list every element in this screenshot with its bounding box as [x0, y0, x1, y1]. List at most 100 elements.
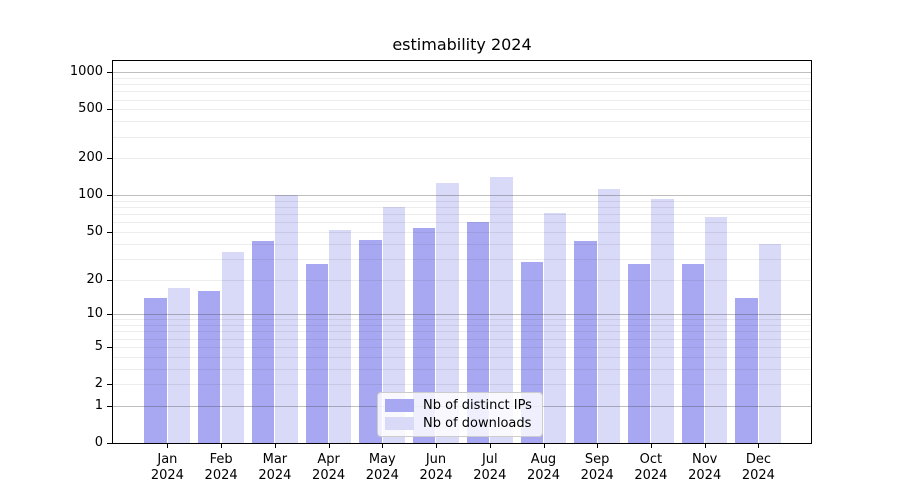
bar-downloads [490, 177, 513, 443]
bar-downloads [221, 252, 244, 443]
chart-title: estimability 2024 [392, 35, 532, 54]
x-tick-label: Oct 2024 [634, 452, 668, 483]
gridline-minor [113, 346, 811, 348]
legend-swatch-downloads [385, 416, 414, 430]
x-tick-label: Dec 2024 [741, 452, 775, 483]
y-tick-label: 200 [78, 150, 103, 166]
y-tick-mark [107, 443, 112, 444]
bar-downloads [329, 229, 352, 443]
y-tick-mark [107, 231, 112, 233]
bar-downloads [543, 212, 567, 443]
legend-item: Nb of downloads [385, 416, 534, 431]
x-tick-label: Apr 2024 [312, 452, 346, 483]
legend: Nb of distinct IPs Nb of downloads [377, 392, 543, 437]
y-tick-label: 500 [78, 101, 103, 117]
x-tick-label: Jun 2024 [419, 452, 453, 483]
bar-distinct-ips [627, 264, 651, 443]
gridline-major [113, 314, 811, 316]
gridline-minor [113, 231, 811, 233]
y-tick-mark [107, 109, 112, 111]
gridline-minor [113, 77, 811, 79]
gridline-minor [113, 121, 811, 123]
gridline-minor [113, 279, 811, 281]
gridline-minor [113, 338, 811, 340]
bar-distinct-ips [305, 264, 328, 443]
x-tick-label: May 2024 [365, 452, 399, 483]
bar-downloads [436, 183, 459, 443]
y-tick-mark [107, 314, 112, 316]
y-tick-label: 50 [86, 223, 103, 239]
bar-distinct-ips [735, 297, 758, 443]
gridline-minor [113, 136, 811, 138]
bar-distinct-ips [198, 290, 221, 443]
x-tick-mark [543, 443, 545, 448]
gridline-minor [113, 207, 811, 209]
x-tick-mark [758, 443, 760, 448]
x-tick-label: Feb 2024 [204, 452, 238, 483]
y-tick-mark [107, 158, 112, 160]
y-tick-mark [107, 279, 112, 281]
y-tick-label: 1000 [69, 64, 103, 80]
bar-distinct-ips [466, 222, 490, 443]
gridline-minor [113, 158, 811, 160]
gridline-minor [113, 200, 811, 202]
y-tick-label: 20 [86, 271, 103, 287]
x-tick-mark [436, 443, 437, 448]
legend-label: Nb of distinct IPs [423, 398, 532, 414]
bar-downloads [597, 188, 620, 443]
legend-item: Nb of distinct IPs [385, 398, 534, 413]
gridline-minor [113, 384, 811, 385]
bar-downloads [705, 216, 728, 443]
x-tick-label: Jan 2024 [150, 452, 184, 483]
bar-distinct-ips [413, 227, 436, 443]
bar-distinct-ips [251, 241, 275, 443]
y-tick-mark [107, 405, 112, 407]
plot-area: Nb of distinct IPs Nb of downloads 0 1 2 5 1… [70, 60, 812, 483]
y-tick-mark [107, 384, 112, 385]
x-tick-mark [274, 443, 276, 448]
y-tick-mark [107, 72, 112, 74]
x-tick-label: Sep 2024 [580, 452, 614, 483]
gridline-minor [113, 319, 811, 321]
bar-downloads [758, 243, 782, 443]
x-tick-label: Aug 2024 [526, 452, 561, 483]
y-tick-label: 2 [94, 376, 103, 391]
x-tick-label: Mar 2024 [258, 452, 292, 483]
bar-downloads [167, 287, 191, 443]
gridline-minor [113, 84, 811, 86]
y-tick-label: 100 [78, 187, 103, 203]
bar-distinct-ips [681, 264, 705, 443]
x-tick-mark [650, 443, 652, 448]
gridline-major [113, 72, 811, 74]
gridline-minor [113, 214, 811, 216]
gridline-major [113, 195, 811, 197]
x-tick-label: Jul 2024 [473, 452, 507, 483]
legend-label: Nb of downloads [423, 415, 532, 431]
gridline-minor [113, 91, 811, 93]
legend-swatch-distinct-ips [385, 399, 414, 413]
bar-downloads [382, 207, 406, 443]
gridline-minor [113, 331, 811, 333]
bar-distinct-ips [144, 297, 167, 443]
x-tick-label: Nov 2024 [688, 452, 722, 483]
bar-distinct-ips [574, 241, 597, 443]
bar-downloads [651, 198, 674, 443]
x-tick-mark [328, 443, 330, 448]
gridline-minor [113, 243, 811, 245]
y-tick-label: 1 [94, 397, 103, 413]
y-tick-mark [107, 346, 112, 348]
bar-distinct-ips [359, 239, 382, 443]
x-tick-mark [489, 443, 491, 448]
x-tick-mark [167, 443, 169, 448]
gridline-minor [113, 109, 811, 111]
gridline-minor [113, 258, 811, 260]
y-tick-label: 10 [86, 306, 103, 322]
x-tick-mark [382, 443, 384, 448]
gridline-minor [113, 222, 811, 224]
gridline-minor [113, 368, 811, 370]
y-tick-label: 5 [94, 338, 103, 354]
y-tick-mark [107, 195, 112, 197]
x-tick-mark [704, 443, 706, 448]
y-tick-label: 0 [94, 435, 103, 450]
